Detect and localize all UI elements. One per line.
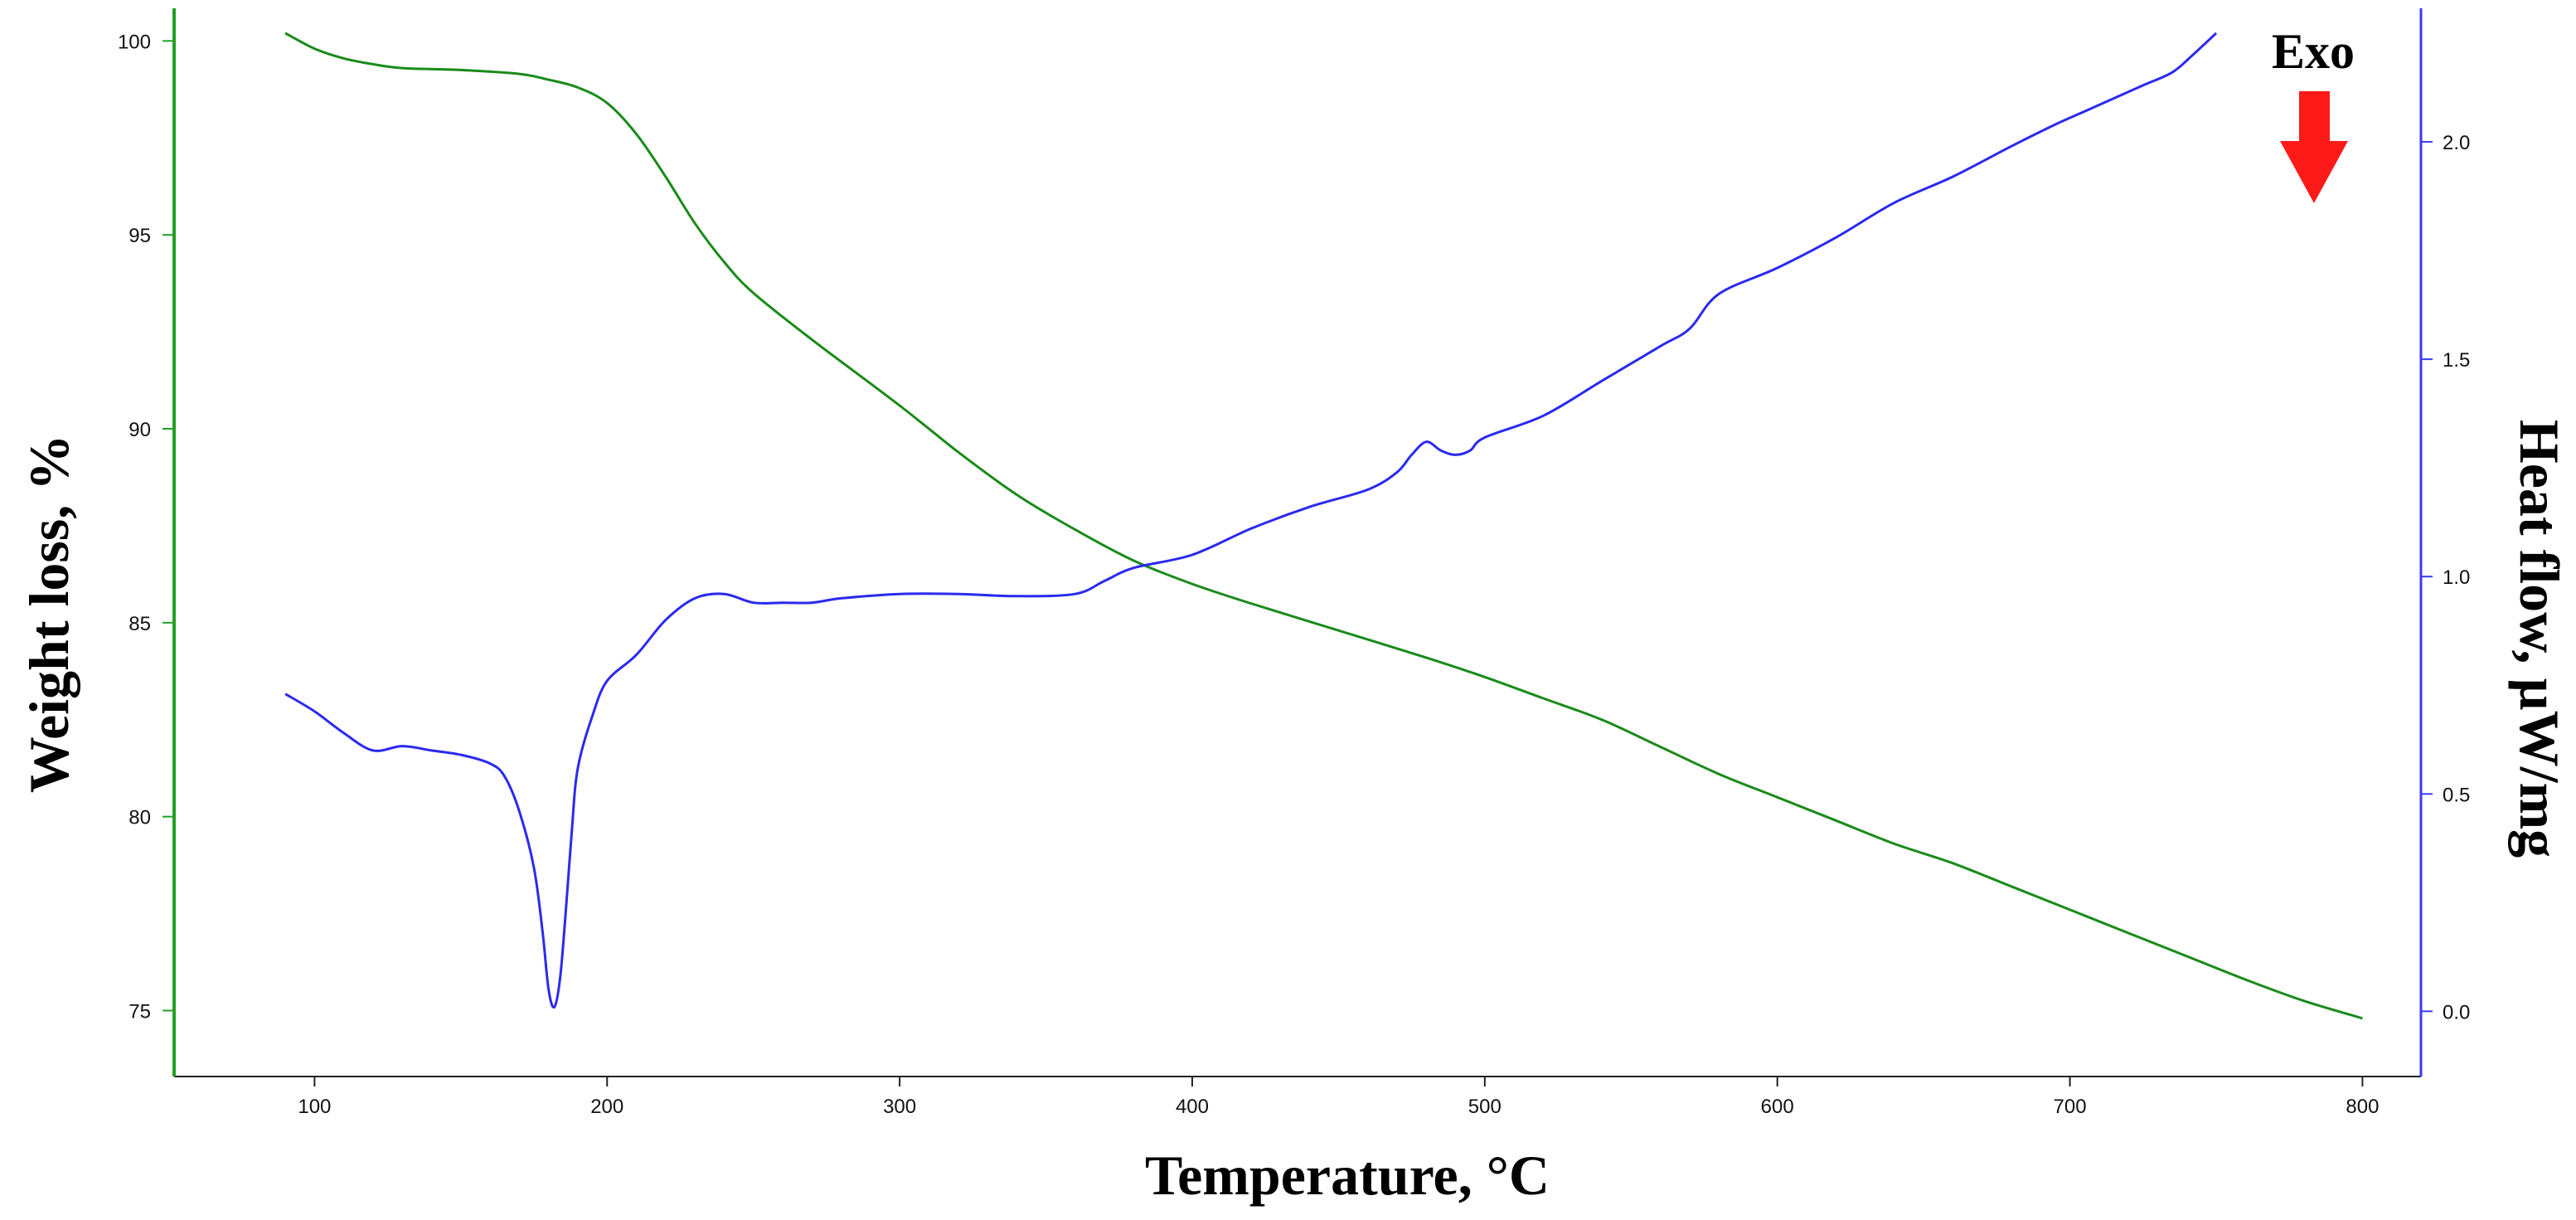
y-left-tick-label: 80: [129, 807, 151, 829]
x-tick-label: 600: [1761, 1096, 1794, 1118]
y-right-tick-label: 1.0: [2443, 566, 2470, 589]
x-tick-label: 500: [1468, 1096, 1501, 1118]
y-left-axis-title: Weight loss, %: [17, 435, 80, 794]
exo-arrow-icon: [2280, 91, 2348, 203]
y-right-axis-title: Heat flow, µW/mg: [2508, 420, 2571, 858]
plot-frame: [172, 8, 2423, 1077]
y-left-tick-label: 90: [129, 419, 151, 441]
x-tick-label: 800: [2346, 1096, 2379, 1118]
y-left-tick-label: 75: [129, 1000, 151, 1023]
y-left-tick-label: 100: [118, 31, 151, 53]
x-tick-label: 300: [883, 1096, 916, 1118]
y-left-axis-ticks: 75 80 85 90 95 100: [118, 31, 174, 1023]
weight-loss-line: [284, 32, 2363, 1020]
y-right-tick-label: 1.5: [2443, 349, 2470, 372]
heat-flow-line: [284, 32, 2218, 1009]
y-right-tick-label: 0.0: [2443, 1001, 2470, 1023]
y-right-tick-label: 2.0: [2443, 132, 2470, 154]
y-right-axis-ticks: 0.0 0.5 1.0 1.5 2.0: [2421, 132, 2470, 1023]
exo-label: Exo: [2272, 24, 2355, 79]
x-axis-ticks: 100 200 300 400 500 600 700 800: [298, 1077, 2379, 1118]
x-tick-label: 700: [2054, 1096, 2087, 1118]
x-axis-title: Temperature, °C: [1145, 1144, 1550, 1207]
x-tick-label: 200: [590, 1096, 623, 1118]
series-layer: [284, 32, 2363, 1020]
x-tick-label: 400: [1176, 1096, 1209, 1118]
y-left-tick-label: 95: [129, 225, 151, 247]
exo-arrow-shape: [2280, 91, 2348, 203]
y-left-tick-label: 85: [129, 613, 151, 635]
x-tick-label: 100: [298, 1096, 331, 1118]
y-right-tick-label: 0.5: [2443, 784, 2470, 806]
